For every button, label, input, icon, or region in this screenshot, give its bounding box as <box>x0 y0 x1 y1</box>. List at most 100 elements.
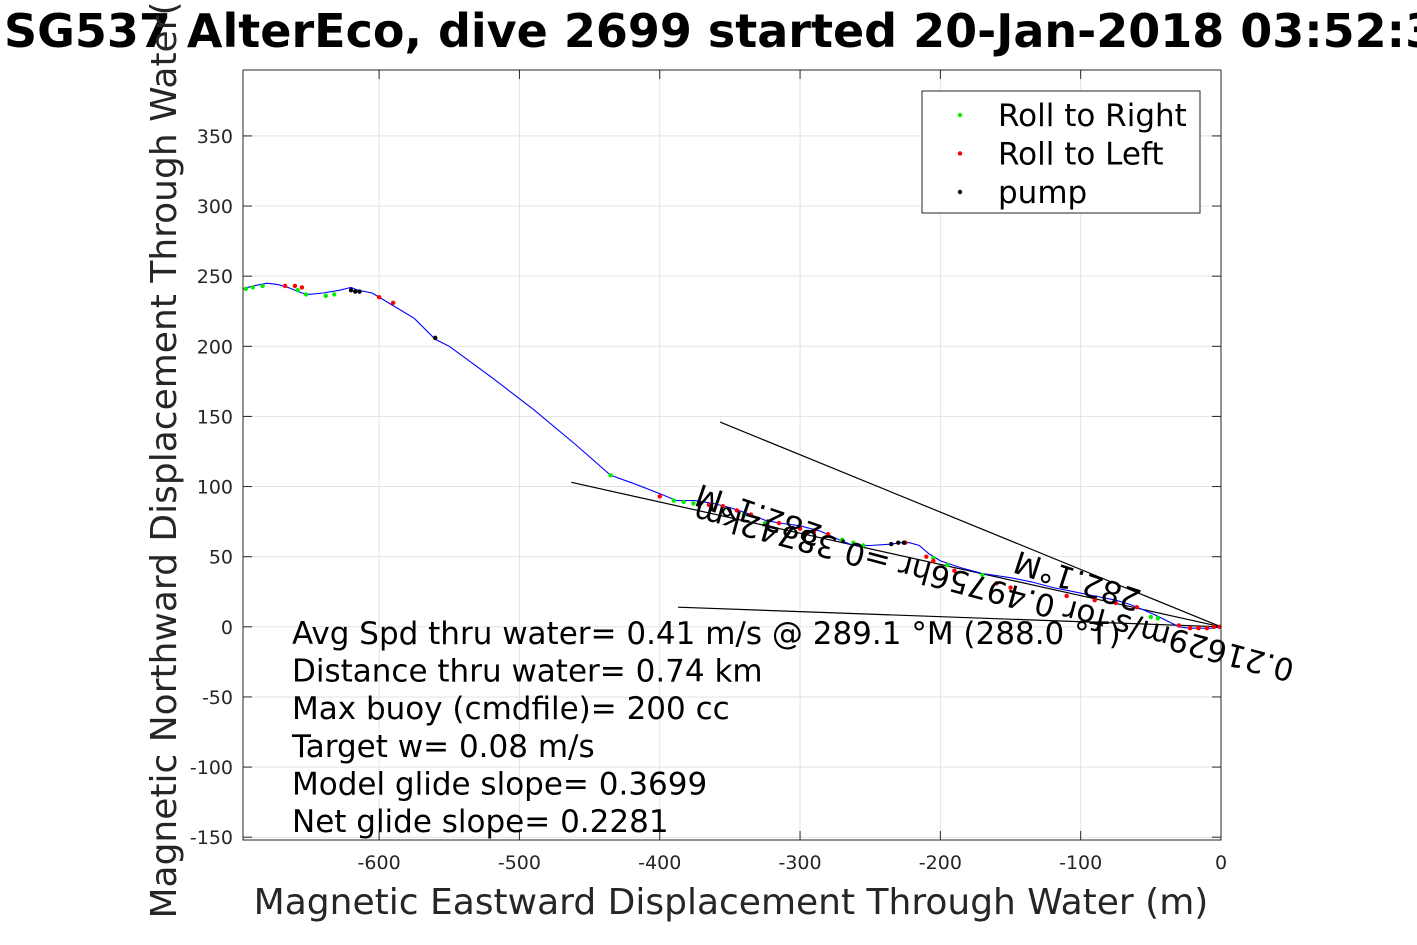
roll-to-left-point <box>952 568 957 573</box>
pump-point <box>353 289 358 294</box>
roll-to-right-point <box>980 572 985 578</box>
roll-to-right-point <box>691 501 696 506</box>
roll-to-left-point <box>1196 626 1201 631</box>
stats-block: Avg Spd thru water= 0.41 m/s @ 289.1 °M … <box>291 616 1121 840</box>
roll-to-left-point <box>1211 624 1217 630</box>
roll-to-left-point <box>657 494 662 499</box>
x-tick-label: -500 <box>498 852 541 874</box>
reference-lines <box>571 421 1222 628</box>
roll-to-left-point <box>1113 600 1118 606</box>
chart-title: SG537 AlterEco, dive 2699 started 20-Jan… <box>4 4 1417 58</box>
roll-to-left-point <box>299 285 305 290</box>
y-tick-label: -150 <box>190 827 233 849</box>
x-tick-label: -200 <box>919 852 962 874</box>
pump-point <box>896 540 901 545</box>
stats-line: Distance thru water= 0.74 km <box>292 654 763 690</box>
legend-label: Roll to Right <box>998 98 1187 134</box>
roll-to-left-point <box>1092 597 1097 603</box>
roll-to-right-point <box>250 285 256 290</box>
roll-to-right-point <box>671 498 676 503</box>
y-tick-label: 50 <box>209 547 233 569</box>
roll-to-right-point <box>295 288 300 293</box>
roll-to-left-point <box>390 300 396 306</box>
y-tick-label: 100 <box>197 477 233 499</box>
roll-to-left-point <box>282 283 288 289</box>
x-tick-label: 0 <box>1215 852 1227 874</box>
roll-to-right-point <box>945 562 950 568</box>
roll-to-right-point <box>1148 614 1154 620</box>
y-tick-label: -100 <box>190 757 233 779</box>
roll-to-left-point <box>1008 585 1013 590</box>
pump-point <box>889 541 894 547</box>
roll-to-right-point <box>1155 616 1161 621</box>
plot-frame <box>242 69 1222 841</box>
roll-to-left-point <box>720 503 726 509</box>
stats-line: Max buoy (cmdfile)= 200 cc <box>292 691 730 727</box>
y-tick-label: 200 <box>197 336 233 358</box>
y-tick-label: 150 <box>197 406 233 428</box>
roll-to-right-point <box>608 473 613 478</box>
y-tick-label: 300 <box>197 196 233 218</box>
roll-to-left-point <box>748 512 754 517</box>
roll-to-right-point <box>243 286 249 291</box>
pump-point <box>433 335 438 341</box>
roll-to-right-point <box>681 499 686 505</box>
roll-to-right-point <box>332 292 337 297</box>
y-tick-label: 0 <box>221 617 233 639</box>
roll-to-right-point <box>860 543 866 548</box>
y-tick-label: 350 <box>197 126 233 148</box>
roll-to-right-point <box>260 283 265 289</box>
legend-label: pump <box>998 175 1087 211</box>
roll-to-right-point <box>741 512 747 517</box>
roll-to-left-point <box>292 283 298 289</box>
roll-to-left-point <box>1134 604 1140 610</box>
x-tick-label: -400 <box>638 852 681 874</box>
x-tick-label: -100 <box>1059 852 1102 874</box>
markers <box>243 283 1222 631</box>
stats-line: Target w= 0.08 m/s <box>291 729 595 765</box>
roll-to-left-point <box>734 508 740 513</box>
roll-to-left-point <box>1187 626 1193 631</box>
roll-to-left-point <box>825 532 831 537</box>
legend-box <box>921 90 1201 214</box>
stats-line: Net glide slope= 0.2281 <box>292 804 669 840</box>
legend-marker <box>957 189 963 195</box>
pump-point <box>901 540 907 545</box>
reference-line <box>677 606 1222 628</box>
stats-line: Model glide slope= 0.3699 <box>292 766 707 802</box>
x-tick-label: -600 <box>358 852 401 874</box>
roll-to-left-point <box>1204 626 1210 631</box>
x-axis-label: Magnetic Eastward Displacement Through W… <box>254 882 1209 923</box>
y-tick-labels: -150 -100 -50 0 50 100 150 200 250 300 350 <box>190 126 233 849</box>
roll-to-right-point <box>323 293 328 299</box>
roll-to-right-point <box>851 540 856 545</box>
y-axis-label: Magnetic Northward Displacement Through … <box>144 1 185 918</box>
y-tick-label: 250 <box>197 266 233 288</box>
pump-point <box>357 289 362 294</box>
roll-to-left-point <box>1176 623 1182 628</box>
roll-to-left-point <box>931 558 936 564</box>
legend-label: Roll to Left <box>998 137 1164 173</box>
roll-to-left-point <box>811 529 817 534</box>
roll-to-right-point <box>762 520 768 526</box>
legend-marker <box>957 151 963 156</box>
roll-to-right-point <box>303 292 309 297</box>
roll-to-left-point <box>706 502 712 507</box>
reference-line <box>571 481 1222 628</box>
roll-to-left-point <box>776 520 782 526</box>
roll-to-left-point <box>994 581 999 586</box>
legend-marker <box>957 112 963 118</box>
stats-line: Avg Spd thru water= 0.41 m/s @ 289.1 °M … <box>292 616 1121 652</box>
pump-point <box>348 288 354 293</box>
x-tick-label: -300 <box>778 852 821 874</box>
roll-to-right-point <box>839 537 845 543</box>
reference-line <box>719 421 1222 628</box>
roll-to-left-point <box>376 295 382 300</box>
roll-to-left-point <box>924 554 929 559</box>
x-tick-labels: -600 -500 -400 -300 -200 -100 0 <box>358 852 1228 874</box>
y-tick-label: -50 <box>202 687 233 709</box>
roll-to-left-point <box>1064 593 1069 599</box>
roll-to-left-point <box>797 526 803 531</box>
